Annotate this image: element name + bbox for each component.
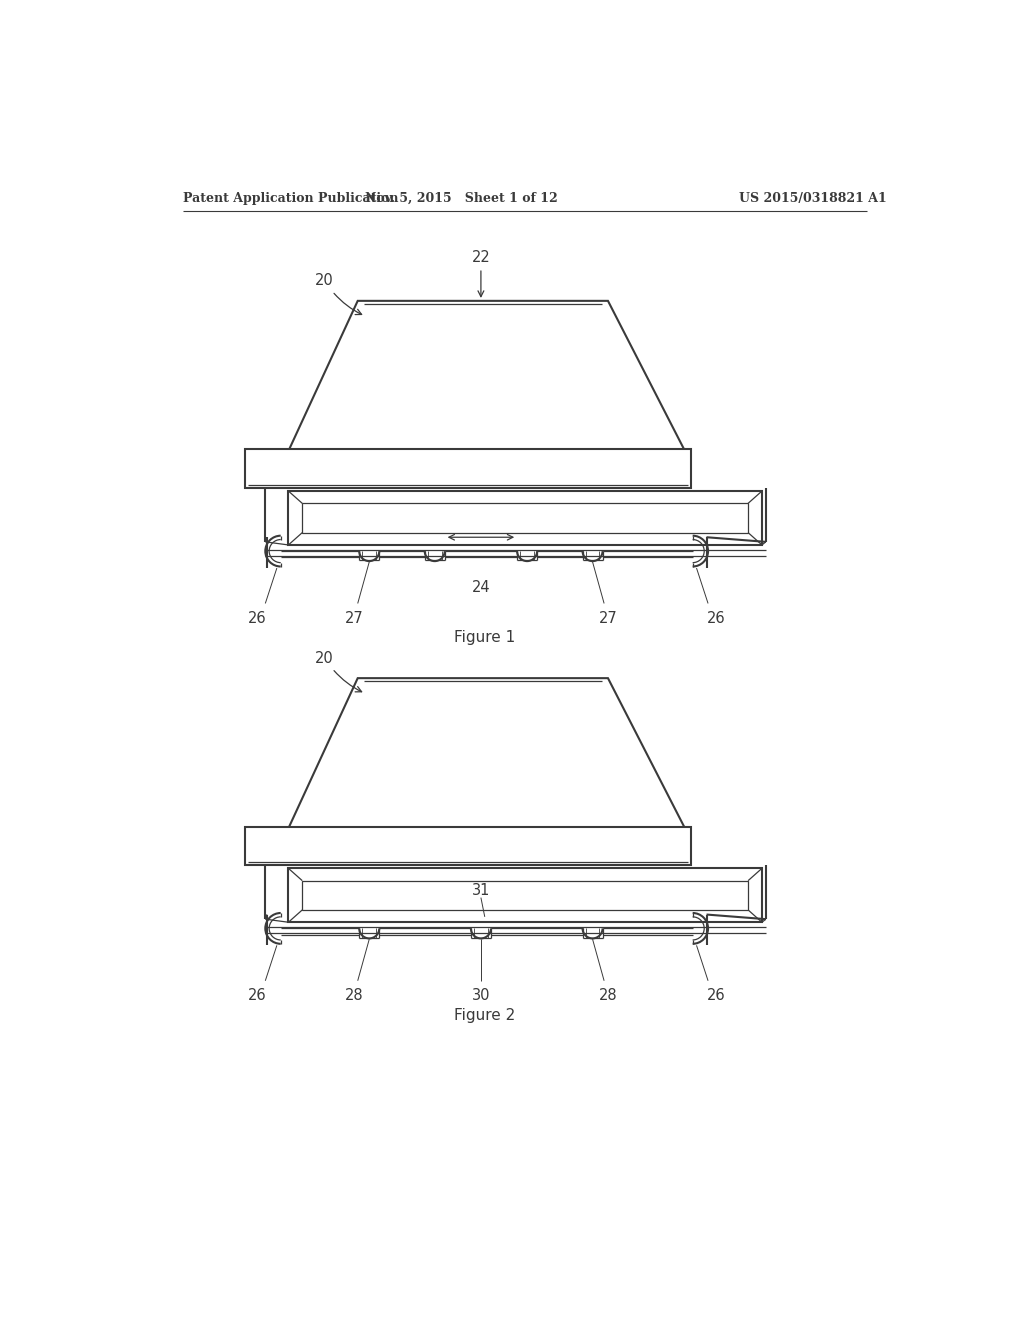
Polygon shape (289, 301, 685, 451)
Bar (302, 503, 749, 533)
Text: 26: 26 (248, 989, 267, 1003)
Text: 22: 22 (471, 251, 490, 297)
Text: 30: 30 (472, 989, 490, 1003)
Text: Patent Application Publication: Patent Application Publication (183, 191, 398, 205)
Text: 26: 26 (707, 611, 725, 626)
Text: 24: 24 (472, 581, 490, 595)
Bar (302, 880, 749, 909)
Bar (289, 491, 762, 545)
Polygon shape (289, 678, 685, 829)
Text: 26: 26 (707, 989, 725, 1003)
Text: 27: 27 (344, 611, 364, 626)
Text: Figure 1: Figure 1 (454, 631, 515, 645)
Text: 20: 20 (315, 651, 361, 692)
Text: US 2015/0318821 A1: US 2015/0318821 A1 (739, 191, 887, 205)
Text: 20: 20 (315, 273, 361, 314)
Bar (289, 869, 762, 923)
Text: 26: 26 (248, 611, 267, 626)
Text: 31: 31 (472, 883, 490, 898)
Text: Figure 2: Figure 2 (454, 1007, 515, 1023)
Text: Nov. 5, 2015   Sheet 1 of 12: Nov. 5, 2015 Sheet 1 of 12 (366, 191, 558, 205)
Text: 28: 28 (599, 989, 617, 1003)
Bar (245, 449, 691, 488)
Bar (245, 826, 691, 866)
Text: 28: 28 (344, 989, 364, 1003)
Text: 27: 27 (599, 611, 617, 626)
